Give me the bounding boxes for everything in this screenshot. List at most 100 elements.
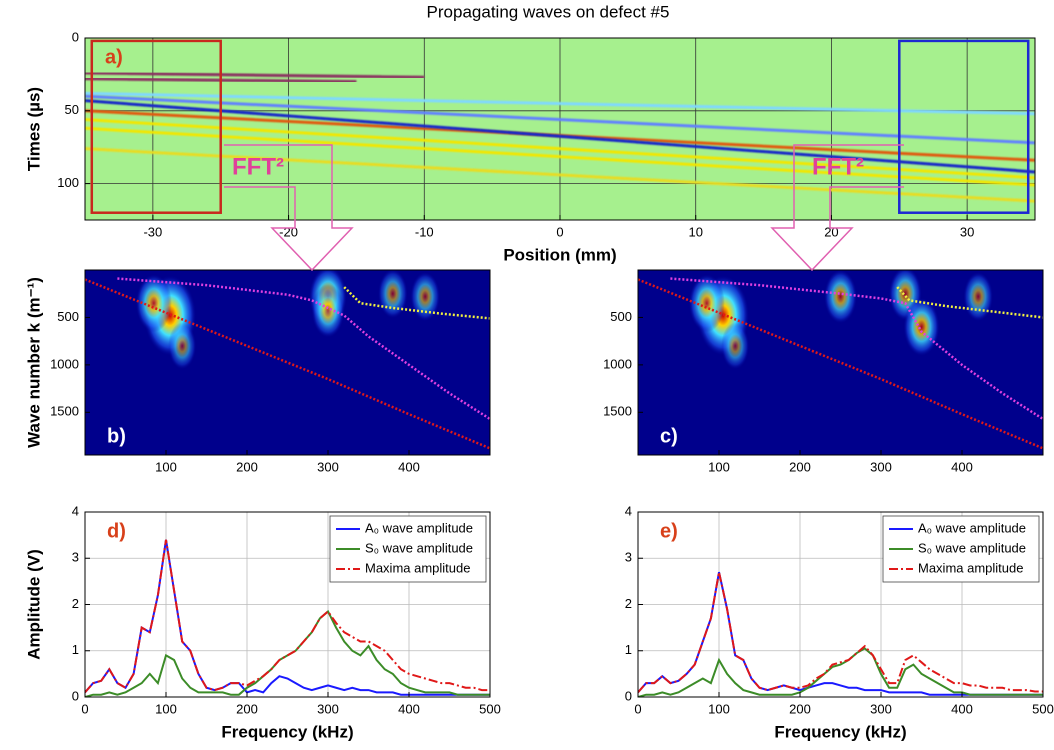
wave-line [85, 147, 1035, 203]
x-tick-label: 100 [155, 459, 177, 474]
x-tick-label: 400 [398, 459, 420, 474]
x-tick-label: 400 [398, 701, 420, 716]
y-tick-label: 1 [72, 642, 79, 657]
panel-label: c) [660, 425, 678, 447]
x-tick-label: 300 [870, 701, 892, 716]
heat-spot [311, 283, 345, 338]
panel-label: a) [105, 46, 123, 68]
x-tick-label: 30 [960, 224, 974, 239]
y-tick-label: 3 [72, 550, 79, 565]
y-tick-label: 50 [65, 102, 79, 117]
y-tick-label: 1000 [603, 356, 632, 371]
series-line [638, 647, 1043, 697]
wave-line [85, 118, 1035, 180]
x-tick-label: 0 [556, 224, 563, 239]
chart-title: Propagating waves on defect #5 [427, 2, 670, 21]
fft-window [898, 39, 1030, 214]
heat-spot [378, 270, 408, 319]
heat-spot [824, 270, 857, 324]
axes-frame [637, 269, 1044, 456]
y-tick-label: 1500 [603, 404, 632, 419]
y-tick-label: 1000 [50, 356, 79, 371]
x-tick-label: -30 [143, 224, 162, 239]
axes-frame [84, 269, 491, 456]
wave-line [896, 286, 1043, 319]
x-axis-label: Frequency (kHz) [221, 722, 353, 741]
panel: A₀ wave amplitude S₀ wave amplitude Maxima… [625, 503, 1054, 741]
arrow [770, 144, 904, 272]
y-axis-label: Times (µs) [24, 87, 43, 171]
y-tick-label: 0 [72, 688, 79, 703]
x-tick-label: 400 [951, 701, 973, 716]
panel-label: b) [107, 425, 126, 447]
y-tick-label: 1500 [50, 404, 79, 419]
x-tick-label: 20 [824, 224, 838, 239]
y-tick-label: 4 [72, 503, 79, 518]
arrow [224, 144, 354, 272]
x-tick-label: 100 [708, 701, 730, 716]
plot-area [85, 270, 490, 455]
x-tick-label: 400 [951, 459, 973, 474]
x-tick-label: 0 [634, 701, 641, 716]
x-tick-label: 200 [789, 701, 811, 716]
heat-spot [135, 274, 172, 333]
wave-line [85, 71, 425, 79]
y-tick-label: 4 [625, 503, 632, 518]
y-tick-label: 0 [72, 29, 79, 44]
series-line [85, 539, 490, 694]
wave-line [85, 278, 490, 450]
legend-label: A₀ wave amplitude [918, 520, 1026, 535]
x-tick-label: 10 [688, 224, 702, 239]
x-tick-label: 300 [317, 459, 339, 474]
y-tick-label: 2 [72, 596, 79, 611]
wave-line [638, 278, 1043, 450]
plot-area [638, 270, 1043, 455]
plot-area [85, 512, 490, 697]
heat-spot [688, 274, 725, 333]
x-tick-label: 500 [479, 701, 501, 716]
panel-label: d) [107, 520, 126, 542]
x-axis-label: Frequency (kHz) [774, 722, 906, 741]
fft-window [90, 39, 222, 214]
heat-spot [168, 322, 197, 370]
plot-area [85, 38, 1035, 220]
wave-line [670, 277, 1043, 421]
wave-line [85, 126, 1035, 187]
wave-line [117, 277, 490, 421]
fft-arrows [224, 144, 904, 272]
x-tick-label: 300 [870, 459, 892, 474]
y-tick-label: 500 [610, 309, 632, 324]
y-tick-label: 0 [625, 688, 632, 703]
x-axis-label: Position (mm) [503, 245, 616, 264]
heat-spot [721, 322, 750, 370]
x-tick-label: 100 [155, 701, 177, 716]
x-tick-label: 200 [236, 459, 258, 474]
legend-label: Maxima amplitude [365, 560, 471, 575]
x-tick-label: -10 [415, 224, 434, 239]
legend-label: S₀ wave amplitude [918, 540, 1026, 555]
wave-line [343, 286, 490, 320]
y-axis-label: Amplitude (V) [24, 549, 43, 660]
heat-spot [963, 271, 993, 322]
wave-line [85, 94, 1035, 145]
wave-line [85, 99, 1035, 174]
heat-spot [410, 271, 441, 322]
legend-label: S₀ wave amplitude [365, 540, 473, 555]
panel: 100 200 300 400 500 1000 1500 Wave number k (m⁻… [24, 269, 491, 474]
legend-label: A₀ wave amplitude [365, 520, 473, 535]
series-line [85, 539, 490, 696]
panel: 100 200 300 400 500 1000 1500 c) [603, 269, 1044, 474]
y-tick-label: 1 [625, 642, 632, 657]
y-axis-label: Wave number k (m⁻¹) [24, 277, 43, 448]
x-tick-label: 100 [708, 459, 730, 474]
x-tick-label: 500 [1032, 701, 1054, 716]
wave-line [85, 91, 1035, 116]
x-tick-label: 200 [789, 459, 811, 474]
y-tick-label: 3 [625, 550, 632, 565]
series-line [85, 609, 490, 697]
annotation: FFT² [812, 153, 864, 180]
x-tick-label: 200 [236, 701, 258, 716]
